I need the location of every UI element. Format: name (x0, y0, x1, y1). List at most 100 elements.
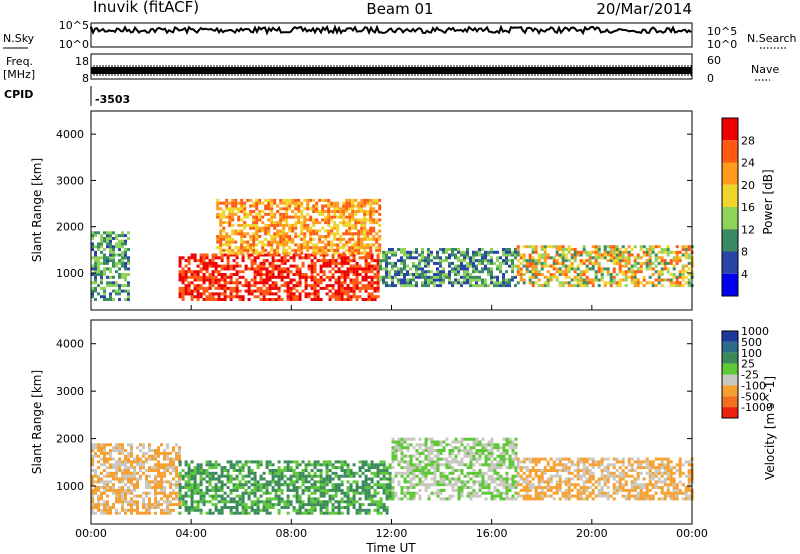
data-cell (630, 278, 634, 282)
data-cell (178, 264, 182, 268)
data-cell (403, 253, 406, 257)
data-cell (448, 477, 452, 481)
data-cell (516, 480, 520, 484)
data-cell (211, 298, 215, 301)
data-cell (229, 480, 233, 484)
data-cell (340, 500, 344, 504)
data-cell (328, 488, 332, 492)
data-cell (397, 248, 400, 251)
data-cell (357, 237, 361, 241)
data-cell (531, 460, 535, 464)
data-cell (310, 275, 314, 279)
data-cell (337, 483, 341, 487)
data-cell (307, 480, 311, 484)
data-cell (370, 278, 374, 282)
data-cell (373, 466, 377, 470)
data-cell (330, 201, 334, 205)
data-cell (364, 494, 368, 498)
data-cell (457, 248, 460, 251)
data-cell (409, 267, 412, 271)
data-cell (255, 223, 259, 227)
data-cell (261, 229, 265, 233)
data-cell (244, 278, 248, 282)
data-cell (484, 259, 487, 263)
data-cell (558, 457, 562, 461)
data-cell (283, 460, 287, 464)
data-cell (255, 204, 259, 208)
data-cell (508, 477, 512, 481)
data-cell (490, 446, 494, 450)
data-cell (600, 278, 604, 282)
data-cell (97, 446, 100, 450)
data-cell (136, 463, 139, 467)
data-cell (160, 480, 163, 484)
data-cell (181, 497, 185, 501)
data-cell (579, 275, 583, 279)
data-cell (327, 210, 331, 213)
data-cell (109, 239, 112, 243)
data-cell (91, 511, 94, 515)
data-cell (403, 267, 406, 271)
data-cell (331, 488, 335, 492)
data-cell (178, 480, 181, 484)
data-cell (157, 454, 160, 458)
data-cell (97, 486, 100, 489)
data-cell (262, 284, 266, 288)
data-cell (316, 486, 320, 489)
data-cell (322, 286, 326, 290)
data-cell (124, 256, 127, 260)
data-cell (154, 497, 157, 501)
data-cell (310, 491, 314, 495)
data-cell (439, 264, 442, 268)
data-cell (184, 259, 188, 263)
data-cell (525, 497, 529, 501)
data-cell (214, 460, 218, 464)
data-cell (621, 278, 625, 282)
data-cell (253, 256, 257, 260)
data-cell (334, 506, 338, 509)
data-cell (313, 491, 317, 495)
data-cell (421, 253, 424, 257)
data-cell (552, 463, 556, 467)
data-cell (457, 477, 461, 481)
data-cell (205, 275, 209, 279)
data-cell (313, 292, 317, 296)
data-cell (457, 264, 460, 268)
data-cell (100, 250, 103, 254)
data-cell (127, 289, 130, 293)
data-cell (409, 457, 413, 461)
data-cell (115, 242, 118, 246)
data-cell (442, 267, 445, 271)
data-cell (244, 488, 248, 492)
data-cell (409, 466, 413, 470)
data-cell (247, 460, 251, 464)
data-cell (478, 480, 482, 484)
data-cell (516, 281, 520, 285)
data-cell (310, 253, 314, 257)
data-cell (531, 259, 535, 263)
data-cell (238, 469, 242, 472)
data-cell (94, 273, 97, 276)
data-cell (295, 267, 299, 271)
data-cell (333, 237, 337, 241)
data-cell (220, 480, 224, 484)
data-cell (460, 469, 464, 472)
data-cell (531, 256, 535, 260)
data-cell (648, 259, 652, 263)
data-cell (348, 237, 352, 241)
data-cell (540, 469, 544, 472)
data-cell (199, 466, 203, 470)
data-cell (564, 270, 568, 274)
data-cell (415, 443, 419, 447)
data-cell (196, 466, 200, 470)
data-cell (537, 261, 541, 265)
data-cell (285, 204, 289, 208)
data-cell (442, 278, 445, 282)
data-cell (475, 474, 479, 478)
data-cell (514, 264, 517, 268)
data-cell (226, 480, 230, 484)
data-cell (466, 281, 469, 285)
data-cell (322, 480, 326, 484)
data-cell (364, 270, 368, 274)
data-cell (454, 477, 458, 481)
